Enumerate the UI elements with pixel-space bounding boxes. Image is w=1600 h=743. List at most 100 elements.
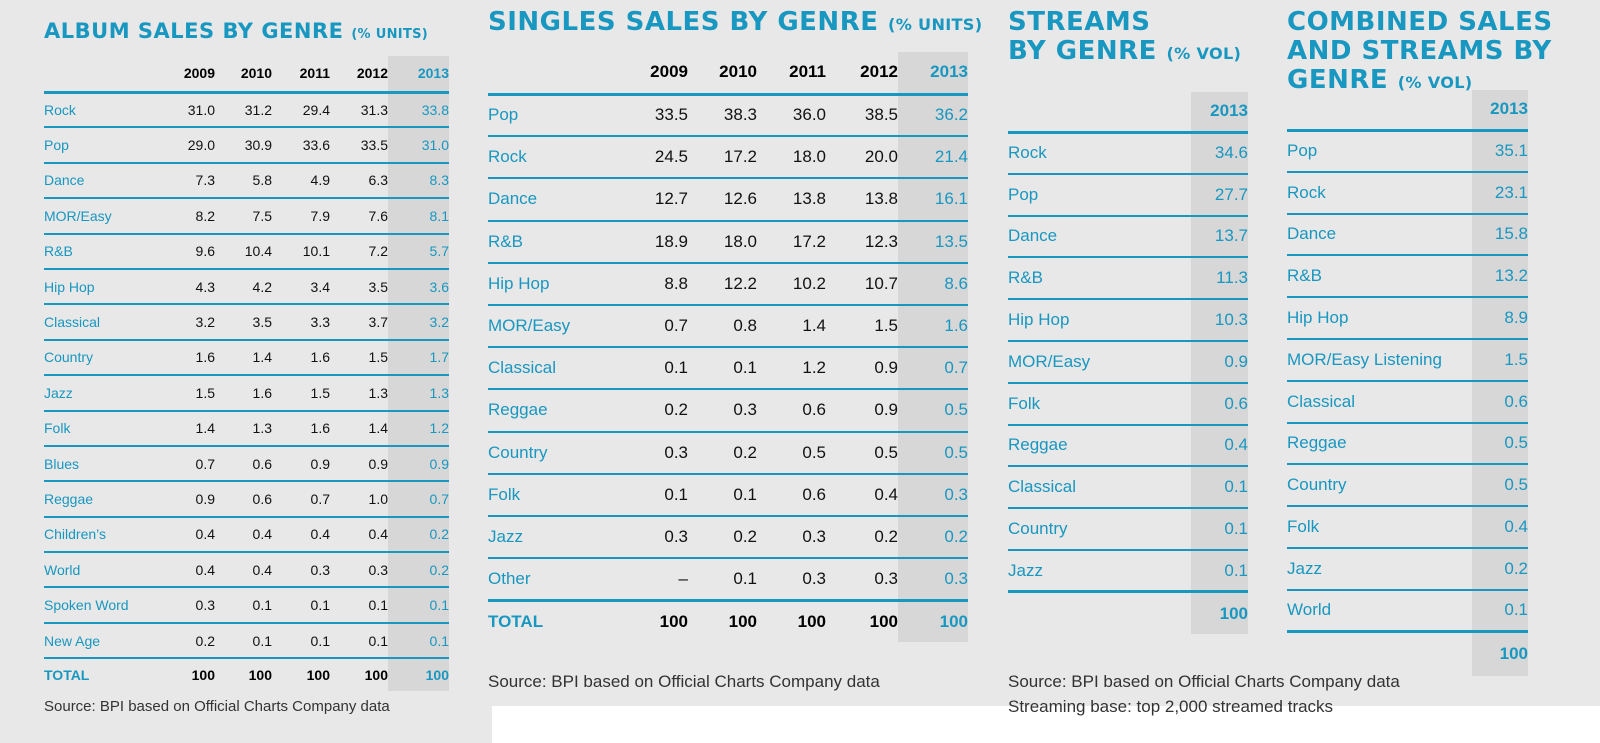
combined-table: 2013 Pop 35.1 Rock 23.1 Dance 15.8 R&B 13.2 Hip H… — [1287, 90, 1528, 676]
table-row: Jazz 0.2 — [1287, 547, 1528, 591]
value-cell: 0.9 — [1191, 340, 1248, 384]
table-row: Dance 12.7 12.6 13.8 13.8 16.1 — [488, 178, 968, 222]
total-value: 100 — [757, 598, 826, 643]
value-cell: 11.3 — [1191, 257, 1248, 301]
singles-title-unit: (% UNITS) — [888, 15, 983, 34]
streams-title: STREAMS BY GENRE (% VOL) — [1008, 7, 1241, 66]
value-cell: 8.1 — [388, 198, 449, 235]
value-cell: 0.2 — [688, 431, 757, 475]
value-cell: 0.2 — [826, 515, 898, 560]
value-cell: 31.2 — [215, 92, 272, 129]
value-cell: 7.2 — [330, 233, 388, 270]
combined-title-line-2: AND STREAMS BY — [1287, 36, 1552, 67]
value-cell: 13.2 — [1472, 255, 1528, 299]
value-cell: 12.3 — [826, 220, 898, 264]
value-cell: 0.5 — [898, 431, 968, 475]
value-cell: 0.1 — [330, 587, 388, 624]
table-row: Reggae 0.9 0.6 0.7 1.0 0.7 — [44, 481, 449, 518]
value-cell: 18.0 — [757, 136, 826, 180]
genre-label: MOR/Easy — [1008, 340, 1191, 384]
total-label: TOTAL — [44, 667, 90, 684]
total-value: 100 — [364, 667, 388, 684]
genre-label: Rock — [1008, 132, 1191, 175]
value-cell: 0.4 — [826, 473, 898, 517]
table-row: Dance 15.8 — [1287, 213, 1528, 257]
value-cell: 0.6 — [757, 389, 826, 433]
value-cell: 0.3 — [598, 515, 688, 560]
value-cell: 12.7 — [598, 178, 688, 222]
value-cell: 0.2 — [159, 622, 215, 660]
singles-source: Source: BPI based on Official Charts Com… — [488, 672, 880, 691]
value-cell: 0.3 — [757, 515, 826, 560]
value-cell: 0.7 — [598, 304, 688, 349]
year-header: 2012 — [330, 56, 388, 94]
year-header: 2009 — [598, 52, 688, 96]
genre-label: Jazz — [44, 375, 159, 412]
value-cell: 3.2 — [159, 304, 215, 341]
value-cell: 13.7 — [1191, 215, 1248, 259]
genre-label: Reggae — [488, 389, 598, 433]
table-row: MOR/Easy 8.2 7.5 7.9 7.6 8.1 — [44, 198, 449, 235]
value-cell: 0.6 — [1472, 380, 1528, 424]
value-cell: 7.3 — [159, 162, 215, 200]
genre-label: Reggae — [1008, 424, 1191, 468]
table-row: Jazz 0.1 — [1008, 549, 1248, 593]
year-header: 2013 — [1191, 92, 1248, 134]
genre-label: Folk — [1008, 382, 1191, 426]
value-cell: 10.3 — [1191, 299, 1248, 342]
year-header: 2010 — [215, 56, 272, 94]
genre-label: Jazz — [1287, 547, 1472, 591]
table-row: Rock 31.0 31.2 29.4 31.3 33.8 — [44, 92, 449, 129]
album-title-unit: (% UNITS) — [351, 27, 429, 42]
singles-title-text: SINGLES SALES BY GENRE — [488, 7, 879, 37]
value-cell: 1.3 — [215, 410, 272, 447]
genre-label: Classical — [488, 347, 598, 391]
value-cell: 3.4 — [272, 268, 330, 306]
value-cell: 0.3 — [159, 587, 215, 624]
value-cell: 0.9 — [330, 445, 388, 483]
combined-title-line-3: GENRE — [1287, 65, 1389, 96]
value-cell: 0.1 — [330, 622, 388, 660]
header-row: 2013 — [1008, 92, 1248, 134]
value-cell: 0.7 — [272, 481, 330, 518]
total-value: 100 — [306, 667, 330, 684]
value-cell: 1.5 — [1472, 338, 1528, 382]
genre-label: Hip Hop — [44, 268, 159, 306]
genre-label: R&B — [44, 233, 159, 270]
table-row: Pop 27.7 — [1008, 173, 1248, 217]
table-row: Country 0.3 0.2 0.5 0.5 0.5 — [488, 431, 968, 475]
year-header: 2013 — [1472, 90, 1528, 132]
combined-title-line-1: COMBINED SALES — [1287, 7, 1553, 37]
value-cell: 0.1 — [1191, 508, 1248, 551]
value-cell: 38.5 — [826, 94, 898, 138]
value-cell: 1.3 — [388, 375, 449, 412]
value-cell: 0.3 — [898, 473, 968, 517]
value-cell: 4.3 — [159, 268, 215, 306]
value-cell: 0.1 — [1191, 466, 1248, 510]
value-cell: 0.1 — [1472, 589, 1528, 633]
table-row: Reggae 0.4 — [1008, 424, 1248, 468]
table-row: Hip Hop 4.3 4.2 3.4 3.5 3.6 — [44, 268, 449, 306]
value-cell: 36.0 — [757, 94, 826, 138]
genre-label: Classical — [1287, 380, 1472, 424]
value-cell: 0.1 — [1191, 549, 1248, 593]
value-cell: 33.5 — [330, 127, 388, 164]
value-cell: 0.5 — [1472, 464, 1528, 508]
value-cell: 0.3 — [688, 389, 757, 433]
value-cell: 12.6 — [688, 178, 757, 222]
genre-label: Country — [488, 431, 598, 475]
value-cell: 0.4 — [330, 516, 388, 554]
value-cell: 0.1 — [388, 622, 449, 660]
value-cell: 29.0 — [159, 127, 215, 164]
total-label: TOTAL — [488, 598, 598, 643]
combined-title-unit: (% VOL) — [1397, 73, 1473, 93]
table-row: Country 0.1 — [1008, 508, 1248, 551]
header-row: 2009 2010 2011 2012 2013 — [44, 56, 449, 94]
value-cell: 18.0 — [688, 220, 757, 264]
value-cell: 1.4 — [159, 410, 215, 447]
value-cell: 0.3 — [272, 552, 330, 589]
total-value: 100 — [898, 598, 968, 643]
value-cell: 0.9 — [826, 347, 898, 391]
genre-label: Classical — [1008, 466, 1191, 510]
value-cell: 1.3 — [330, 375, 388, 412]
